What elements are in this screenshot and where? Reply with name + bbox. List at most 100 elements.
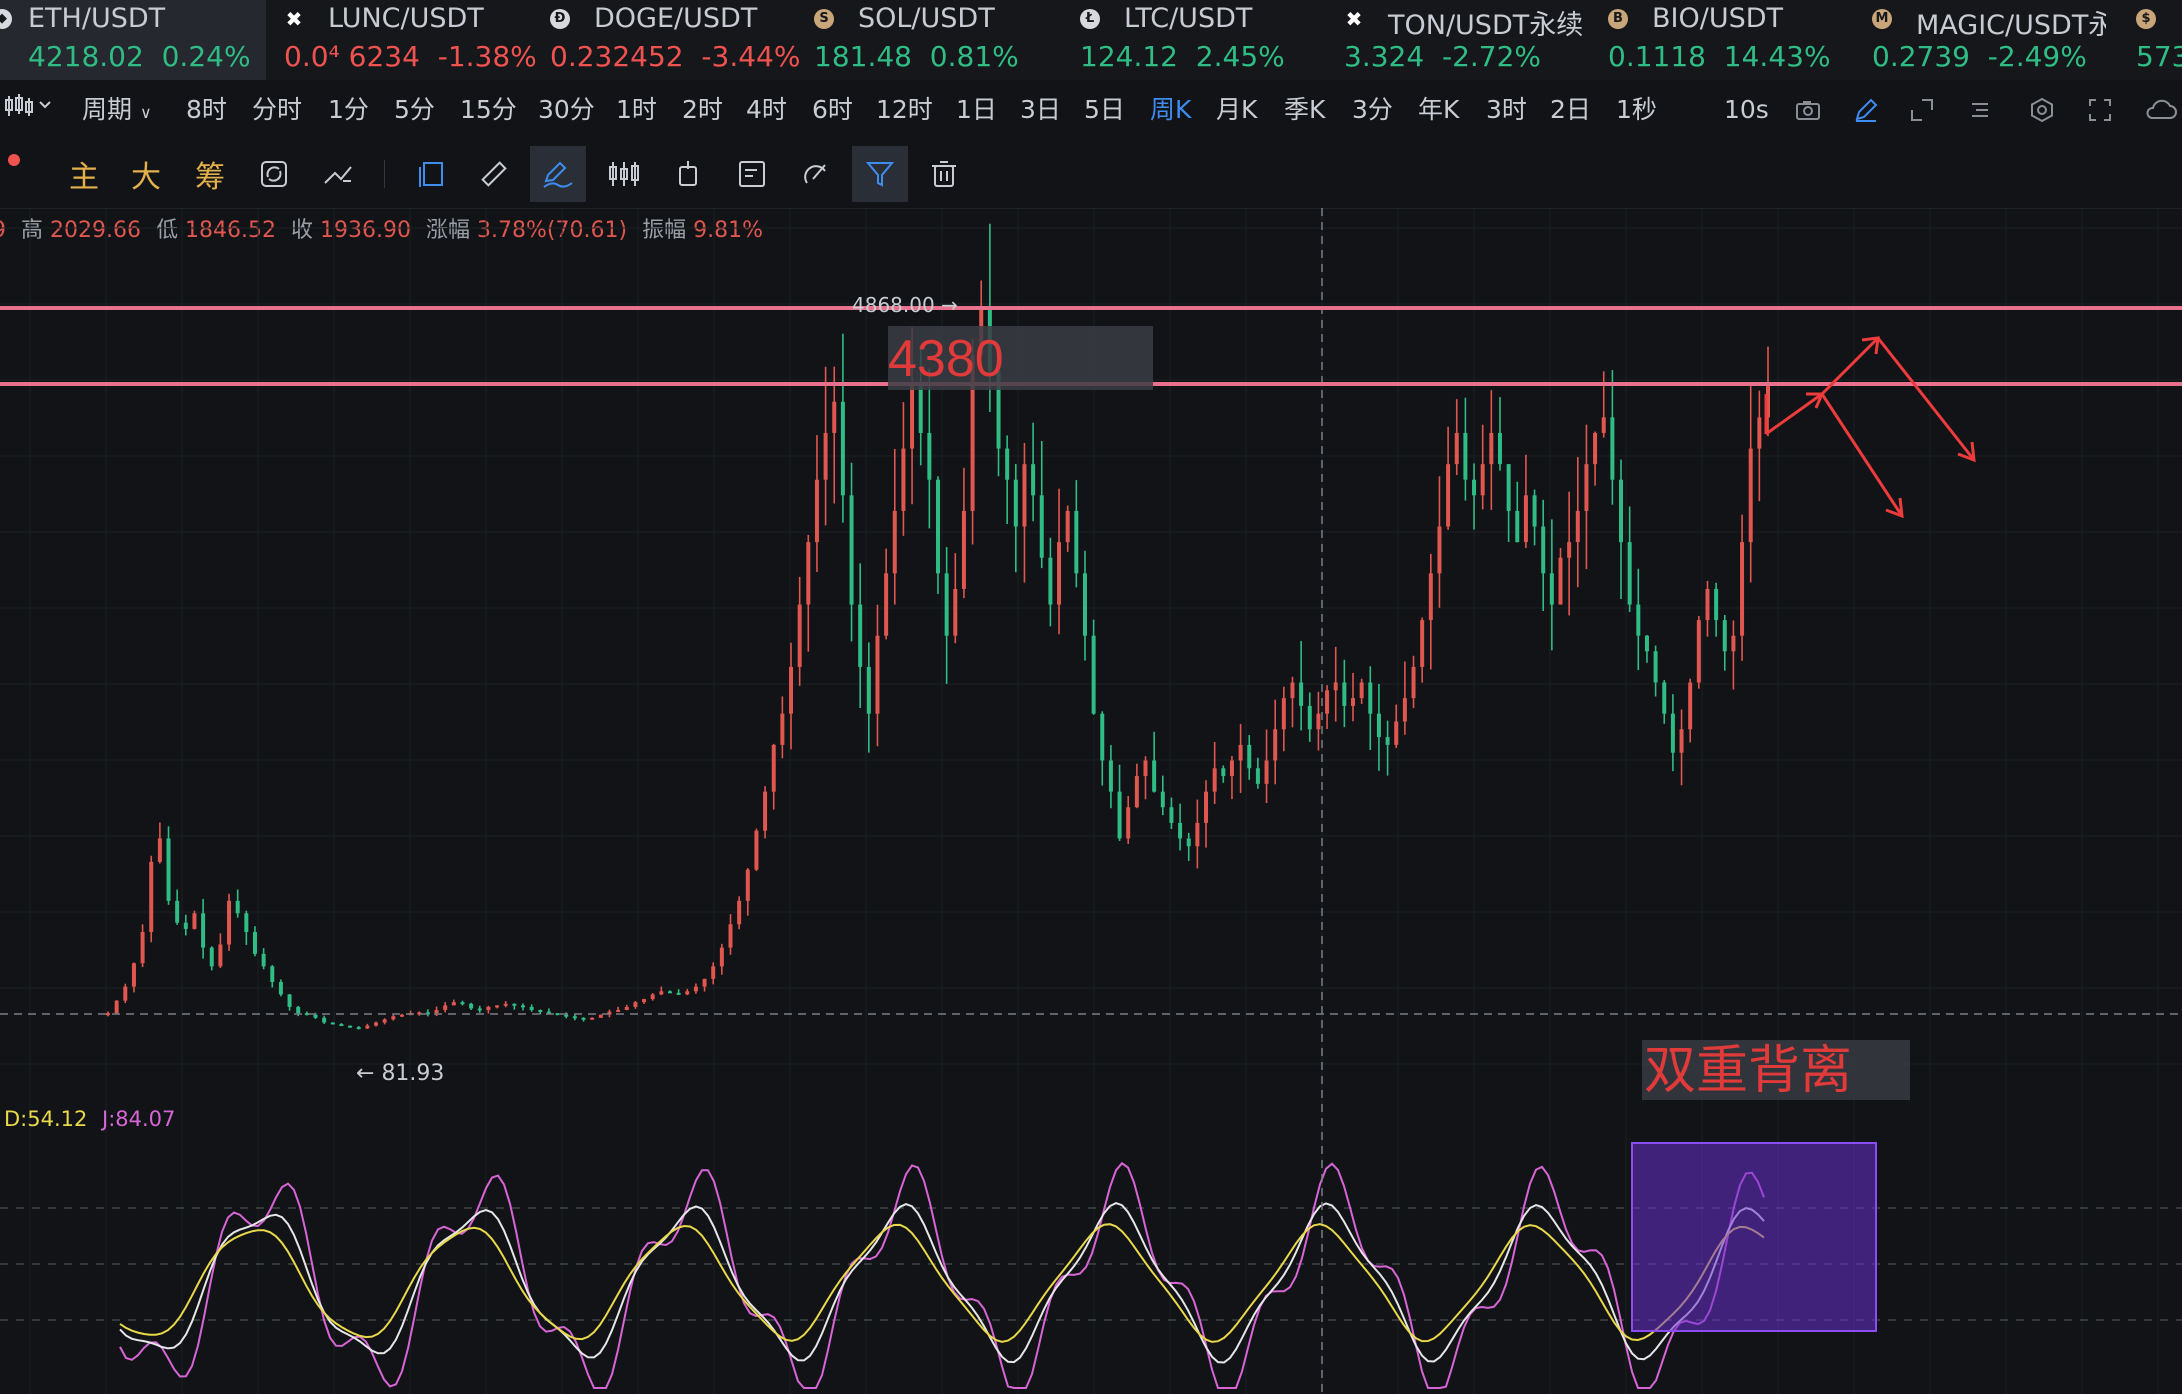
period-5d[interactable]: 5日	[1084, 95, 1125, 124]
kdj-d-line	[119, 1223, 1765, 1343]
brush-tool-button[interactable]	[788, 146, 844, 202]
big-button[interactable]: 大	[131, 160, 161, 195]
ruler-tool-button[interactable]	[466, 146, 522, 202]
candle-body	[1048, 557, 1053, 605]
arrow-up-2	[1820, 336, 1880, 396]
settings-icon[interactable]	[2028, 96, 2056, 124]
list-icon[interactable]	[1966, 96, 1994, 124]
resistance-label: 4380	[888, 330, 1004, 388]
ticker-ltc[interactable]: Ł LTC/USDT 124.12 2.45%	[1058, 0, 1322, 80]
pencil-icon[interactable]	[1852, 96, 1880, 124]
ticker-price: 0.232452 -3.44%	[550, 40, 801, 73]
layout-icon[interactable]	[1908, 96, 1936, 124]
candle-body	[953, 588, 958, 636]
period-4h[interactable]: 4时	[746, 95, 787, 124]
candle-body	[693, 986, 698, 992]
ticker-symbol: BIO/USDT	[1652, 3, 1784, 34]
high-value: 2029.66	[50, 218, 141, 243]
period-30m[interactable]: 30分	[538, 95, 595, 124]
chart-type-button[interactable]	[4, 90, 54, 130]
candle-body	[235, 900, 240, 914]
candle-body	[538, 1010, 543, 1013]
period-timeshare[interactable]: 分时	[252, 95, 303, 124]
period-10s[interactable]: 10s	[1724, 95, 1769, 124]
candle-body	[1091, 635, 1096, 714]
period-3h[interactable]: 3时	[1486, 95, 1527, 124]
candle-body	[1005, 448, 1010, 480]
candle-body	[1031, 464, 1036, 496]
period-1s[interactable]: 1秒	[1616, 95, 1657, 124]
candle-body	[763, 791, 768, 831]
candle-body	[702, 978, 707, 987]
period-2d[interactable]: 2日	[1550, 95, 1591, 124]
period-15m[interactable]: 15分	[460, 95, 517, 124]
candle-body	[1108, 760, 1113, 792]
candle-body	[944, 573, 949, 636]
amplitude-value: 9.81%	[693, 218, 763, 243]
candle-body	[451, 1002, 456, 1006]
period-6h[interactable]: 6时	[812, 95, 853, 124]
period-5m[interactable]: 5分	[394, 95, 435, 124]
candle-body	[1446, 464, 1451, 527]
period-8h[interactable]: 8时	[186, 95, 227, 124]
candle-body	[374, 1022, 379, 1026]
copy-tool-button[interactable]	[404, 146, 460, 202]
close-label: 收	[291, 218, 314, 243]
candle-tool-button[interactable]	[596, 146, 652, 202]
price-chart[interactable]: 4380 4868.00 → ← 81.93 双重背离 D:54.12 J:84…	[0, 208, 2182, 1394]
cloud-icon[interactable]	[2144, 96, 2180, 124]
ticker-symbol: LTC/USDT	[1124, 3, 1253, 34]
fullscreen-icon[interactable]	[2086, 96, 2114, 124]
ticker-ton[interactable]: ✖ TON/USDT永续 3.324 -2.72%	[1322, 0, 1586, 80]
refresh-tool-button[interactable]	[246, 146, 302, 202]
period-year[interactable]: 年K	[1418, 95, 1460, 124]
trend-tool-button[interactable]	[310, 146, 366, 202]
arrow-up-1	[1765, 392, 1823, 436]
filter-icon	[865, 162, 895, 187]
period-3min[interactable]: 3分	[1352, 95, 1393, 124]
candle-body	[970, 354, 975, 511]
period-12h[interactable]: 12时	[876, 95, 933, 124]
candle-body	[1411, 666, 1416, 699]
ticker-doge[interactable]: Ð DOGE/USDT 0.232452 -3.44%	[530, 0, 800, 80]
candle-body	[884, 573, 889, 636]
ticker-magic[interactable]: M MAGIC/USDT永续 0.2739 -2.49%	[1850, 0, 2114, 80]
candle-body	[866, 666, 871, 714]
candle-body	[106, 1013, 110, 1016]
candle-body	[1204, 791, 1209, 823]
ticker-bio[interactable]: B BIO/USDT 0.1118 14.43%	[1586, 0, 1850, 80]
draw-line-tool-button[interactable]	[530, 146, 586, 202]
candle-body	[1229, 760, 1234, 777]
candle-body	[1748, 448, 1753, 543]
candle-body	[1290, 682, 1295, 699]
delete-tool-button[interactable]	[916, 146, 972, 202]
chips-button[interactable]: 筹	[195, 160, 225, 195]
note-tool-button[interactable]	[724, 146, 780, 202]
toolbar-divider	[384, 160, 385, 188]
change-value: 3.78%(70.61)	[477, 218, 628, 243]
candle-body	[616, 1010, 621, 1013]
ticker-lunc[interactable]: ✖ LUNC/USDT 0.0⁴ 6234 -1.38%	[266, 0, 537, 80]
camera-icon[interactable]	[1794, 96, 1822, 124]
main-indicator-button[interactable]: 主	[69, 160, 99, 195]
ticker-eth[interactable]: ◆ ETH/USDT 4218.02 0.24%	[0, 0, 266, 80]
period-month[interactable]: 月K	[1216, 95, 1258, 124]
period-3d[interactable]: 3日	[1020, 95, 1061, 124]
bucket-icon	[679, 161, 697, 186]
bucket-tool-button[interactable]	[660, 146, 716, 202]
period-1m[interactable]: 1分	[328, 95, 369, 124]
period-2h[interactable]: 2时	[682, 95, 723, 124]
period-1d[interactable]: 1日	[956, 95, 997, 124]
kdj-k-line	[119, 1202, 1765, 1364]
candle-body	[469, 1003, 474, 1009]
ticker-partial[interactable]: $ 573	[2114, 0, 2182, 80]
filter-tool-button[interactable]	[852, 146, 908, 202]
period-quarter[interactable]: 季K	[1284, 95, 1326, 124]
ticker-sol[interactable]: S SOL/USDT 181.48 0.81%	[794, 0, 1058, 80]
period-select[interactable]: 周期 ∨	[82, 95, 152, 124]
kdj-d-value: D:54.12	[4, 1107, 87, 1131]
period-week[interactable]: 周K	[1150, 95, 1192, 124]
period-1h[interactable]: 1时	[616, 95, 657, 124]
candle-body	[685, 991, 690, 995]
candle-body	[711, 966, 716, 979]
